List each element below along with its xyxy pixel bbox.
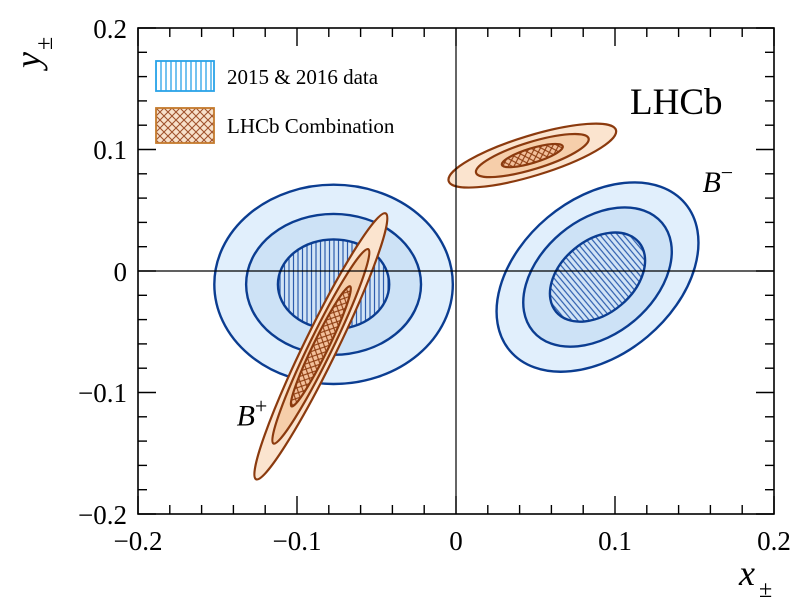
y-tick-label: 0	[114, 257, 128, 287]
experiment-label: LHCb	[630, 82, 723, 123]
zero-lines	[138, 28, 774, 514]
x-tick-label: 0	[449, 526, 463, 556]
x-tick-label: −0.1	[273, 526, 322, 556]
data-bminus-contours	[495, 181, 700, 373]
contour-1sigma	[289, 285, 352, 408]
legend: 2015 & 2016 data LHCb Combination	[155, 60, 395, 144]
legend-swatch-data	[155, 60, 215, 92]
x-tick-labels: −0.2 −0.1 0 0.1 0.2	[114, 526, 791, 556]
y-tick-labels: −0.2 −0.1 0 0.1 0.2	[78, 14, 127, 530]
legend-label-combination: LHCb Combination	[227, 114, 395, 138]
combination-bminus-contours	[447, 122, 618, 189]
x-axis-title: x ±	[738, 553, 772, 599]
contour-layer	[213, 122, 700, 481]
legend-label-data: 2015 & 2016 data	[227, 65, 379, 89]
x-axis-title-main: x	[738, 553, 755, 593]
legend-swatch-combination	[155, 107, 215, 144]
y-tick-label: −0.2	[78, 500, 127, 530]
x-tick-label: 0.2	[757, 526, 791, 556]
y-tick-label: 0.1	[93, 135, 127, 165]
particle-label: B−	[702, 160, 733, 199]
y-tick-label: 0.2	[93, 14, 127, 44]
contour-1sigma	[548, 231, 647, 323]
y-tick-label: −0.1	[78, 378, 127, 408]
x-tick-label: 0.1	[598, 526, 632, 556]
tick-marks	[137, 27, 775, 515]
y-axis-title-main: y	[8, 52, 48, 71]
contour-1sigma	[500, 142, 564, 169]
particle-label: B+	[237, 393, 268, 432]
combination-bplus-contours	[253, 212, 389, 481]
y-axis-title-subscript: ±	[32, 37, 58, 50]
x-axis-title-subscript: ±	[759, 577, 772, 599]
x-tick-label: −0.2	[114, 526, 163, 556]
y-axis-title: y ±	[8, 37, 58, 71]
